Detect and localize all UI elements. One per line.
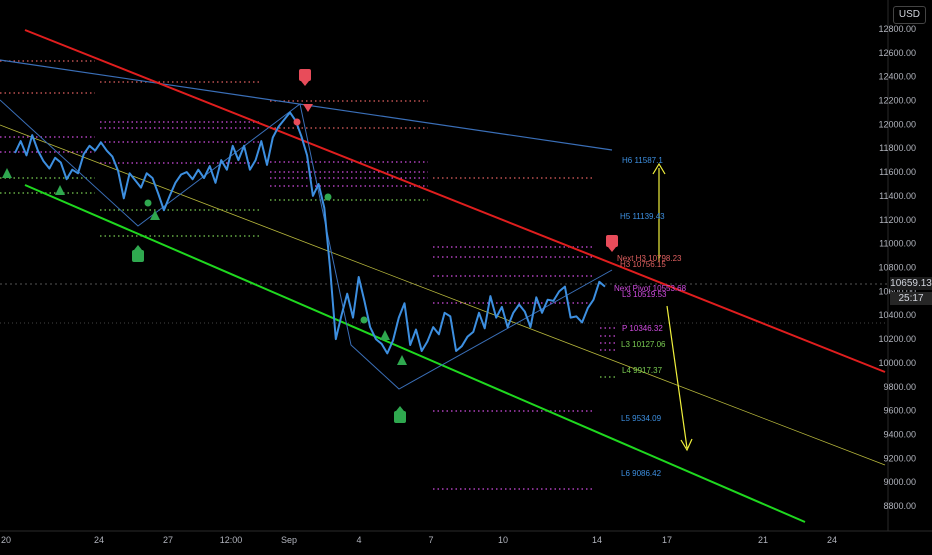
projection-down-arrow <box>666 305 688 449</box>
x-tick-label: 27 <box>163 535 173 545</box>
pivot-label: L3 10127.06 <box>621 340 666 349</box>
sell-flag <box>299 69 311 81</box>
sell-signal-dot <box>293 118 301 126</box>
price-series-line <box>14 111 606 355</box>
y-tick-label: 11800.00 <box>879 143 916 153</box>
x-tick-label: 21 <box>758 535 768 545</box>
pivot-label: H3 10756.15 <box>620 260 666 269</box>
y-tick-label: 10800.00 <box>878 263 916 273</box>
y-tick-label: 9400.00 <box>883 430 916 440</box>
pivot-label: Next H3 10798.23 <box>617 254 682 263</box>
x-tick-label: 4 <box>356 535 361 545</box>
buy-signal-triangle <box>150 210 160 220</box>
pivot-label: L6 9086.42 <box>621 469 662 478</box>
upper-channel-line <box>24 29 886 373</box>
buy-signal-triangle <box>397 355 407 365</box>
sell-flag-tip <box>301 81 309 86</box>
x-tick-label: Sep <box>281 535 297 545</box>
up-arrow-head <box>652 162 666 175</box>
buy-signal-triangle <box>2 168 12 178</box>
y-tick-label: 11200.00 <box>879 215 916 225</box>
y-tick-label: 12600.00 <box>878 48 916 58</box>
y-tick-label: 9600.00 <box>883 406 916 416</box>
buy-signal-dot <box>144 199 152 207</box>
buy-flag <box>132 250 144 262</box>
down-arrow-head <box>680 438 693 452</box>
zigzag-line <box>0 99 613 390</box>
buy-signal-triangle <box>55 185 65 195</box>
last-price-badge: 10659.13 <box>890 277 932 290</box>
lower-channel-line <box>24 184 806 523</box>
y-tick-label: 12000.00 <box>878 119 916 129</box>
x-tick-label: 17 <box>662 535 672 545</box>
sell-signal-triangle <box>303 104 313 112</box>
x-tick-label: 10 <box>498 535 508 545</box>
x-tick-label: 20 <box>1 535 11 545</box>
y-tick-label: 10000.00 <box>878 358 916 368</box>
pivot-label: P 10346.32 <box>622 324 663 333</box>
pivot-label: L4 9917.37 <box>622 366 663 375</box>
sell-flag-tip <box>608 247 616 252</box>
pivot-label: H5 11139.43 <box>620 212 665 221</box>
bar-countdown-badge: 25:17 <box>890 292 932 305</box>
buy-flag-tip <box>134 245 142 250</box>
y-tick-label: 9000.00 <box>883 477 916 487</box>
buy-flag <box>394 411 406 423</box>
y-tick-label: 9200.00 <box>883 453 916 463</box>
y-tick-label: 10200.00 <box>878 334 916 344</box>
y-tick-label: 11400.00 <box>879 191 916 201</box>
buy-signal-dot <box>324 193 332 201</box>
channel-midline <box>0 124 886 466</box>
buy-flag-tip <box>396 406 404 411</box>
pivot-label: L5 9534.09 <box>621 414 662 423</box>
buy-signal-triangle <box>380 330 390 340</box>
currency-selector[interactable]: USD <box>892 6 926 24</box>
y-tick-label: 11600.00 <box>879 167 916 177</box>
y-tick-label: 12800.00 <box>878 24 916 34</box>
sell-flag <box>606 235 618 247</box>
pivot-label: H6 11587.1 <box>622 156 663 165</box>
pivot-label: Next Pivot 10553.68 <box>614 284 687 293</box>
y-tick-label: 9800.00 <box>883 382 916 392</box>
y-tick-label: 11000.00 <box>879 239 916 249</box>
y-tick-label: 10600.00 <box>878 286 916 296</box>
x-tick-label: 12:00 <box>220 535 243 545</box>
y-tick-label: 10400.00 <box>878 310 916 320</box>
x-tick-label: 14 <box>592 535 602 545</box>
y-tick-label: 8800.00 <box>883 501 916 511</box>
buy-signal-dot <box>360 316 368 324</box>
y-tick-label: 12200.00 <box>878 96 916 106</box>
x-tick-label: 24 <box>827 535 837 545</box>
x-tick-label: 7 <box>428 535 433 545</box>
pivot-label: L3 10519.53 <box>622 290 667 299</box>
x-tick-label: 24 <box>94 535 104 545</box>
y-tick-label: 12400.00 <box>878 72 916 82</box>
